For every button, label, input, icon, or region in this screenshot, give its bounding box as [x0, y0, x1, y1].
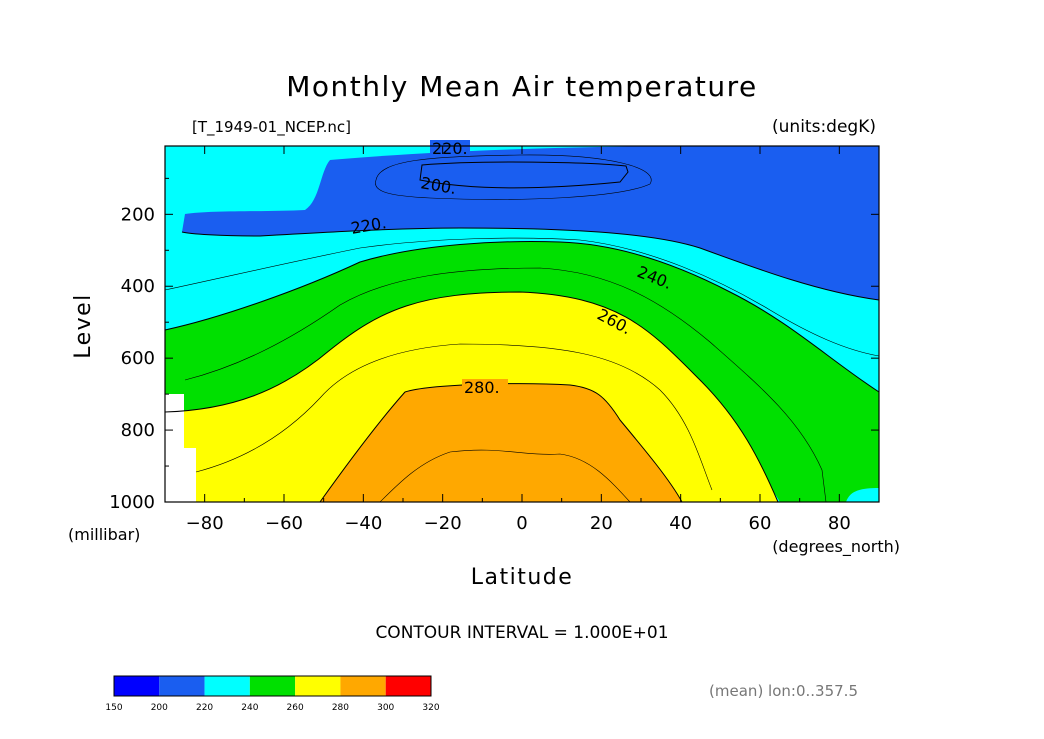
plot-area: 220. 200. 220. 240. 260. 280. [164, 139, 880, 503]
contour-label-220-top: 220. [432, 139, 468, 158]
contour-210 [375, 154, 652, 200]
colorbar-swatch [159, 676, 205, 696]
colorbar-frame [113, 675, 432, 697]
contour-lines [164, 154, 880, 503]
colorbar-swatch [385, 676, 431, 696]
region-240-260-east-edge [846, 488, 879, 502]
chart-title: Monthly Mean Air temperature [286, 70, 758, 103]
contour-label-bg-1 [430, 140, 470, 156]
y-tick-label: 600 [121, 348, 155, 369]
x-tick-label: −20 [424, 513, 462, 534]
missing-data-mask [165, 394, 196, 502]
colorbar-label: 240 [241, 703, 258, 713]
colorbar-label: 260 [287, 703, 304, 713]
contour-200 [419, 161, 629, 189]
y-tick-label: 800 [121, 420, 155, 441]
y-axis-ticks: 200 400 600 800 1000 [109, 177, 879, 513]
colorbar-label: 220 [196, 703, 213, 713]
contour-label-280: 280. [464, 378, 500, 397]
contour-interval-text: CONTOUR INTERVAL = 1.000E+01 [375, 623, 668, 643]
contour-240 [164, 241, 880, 393]
colorbar-label: 200 [151, 703, 168, 713]
region-280-300 [320, 383, 682, 502]
x-units-label: (degrees_north) [772, 537, 900, 557]
contour-220 [181, 227, 880, 301]
y-units-label: (millibar) [68, 525, 140, 544]
source-file-label: [T_1949-01_NCEP.nc] [192, 118, 351, 137]
region-240-260 [165, 241, 879, 502]
x-tick-label: 40 [669, 513, 692, 534]
x-tick-label: −60 [265, 513, 303, 534]
contour-250 [184, 267, 827, 503]
contour-230 [164, 237, 880, 357]
x-tick-label: 80 [828, 513, 851, 534]
colorbar-label: 150 [105, 703, 122, 713]
contour-260 [164, 291, 779, 503]
x-axis-label: Latitude [471, 565, 574, 590]
x-tick-label: −40 [344, 513, 382, 534]
colorbar-swatch [114, 676, 160, 696]
contour-280 [319, 383, 683, 503]
region-200-220 [182, 146, 879, 300]
x-axis-ticks: −80 −60 −40 −20 0 20 40 60 80 [164, 146, 880, 534]
x-tick-label: 0 [516, 513, 527, 534]
x-tick-label: −80 [186, 513, 224, 534]
y-axis-label: Level [71, 293, 96, 359]
colorbar-label: 280 [332, 703, 349, 713]
x-tick-label: 60 [749, 513, 772, 534]
colorbar-label: 300 [377, 703, 394, 713]
contour-270 [195, 343, 713, 491]
colorbar-swatch [295, 676, 341, 696]
colorbar-swatch [340, 676, 386, 696]
y-tick-label: 1000 [109, 492, 155, 513]
colorbar-swatch [204, 676, 250, 696]
footnote: (mean) lon:0..357.5 [709, 682, 858, 700]
contour-label-bg-2 [462, 379, 508, 395]
colorbar: 150 200 220 240 260 280 300 320 [105, 675, 440, 713]
y-tick-label: 400 [121, 276, 155, 297]
x-tick-label: 20 [590, 513, 613, 534]
contour-290 [379, 449, 631, 503]
colorbar-label: 320 [422, 703, 439, 713]
colorbar-swatch [249, 676, 296, 696]
y-tick-label: 200 [121, 204, 155, 225]
units-label: (units:degK) [772, 117, 876, 137]
